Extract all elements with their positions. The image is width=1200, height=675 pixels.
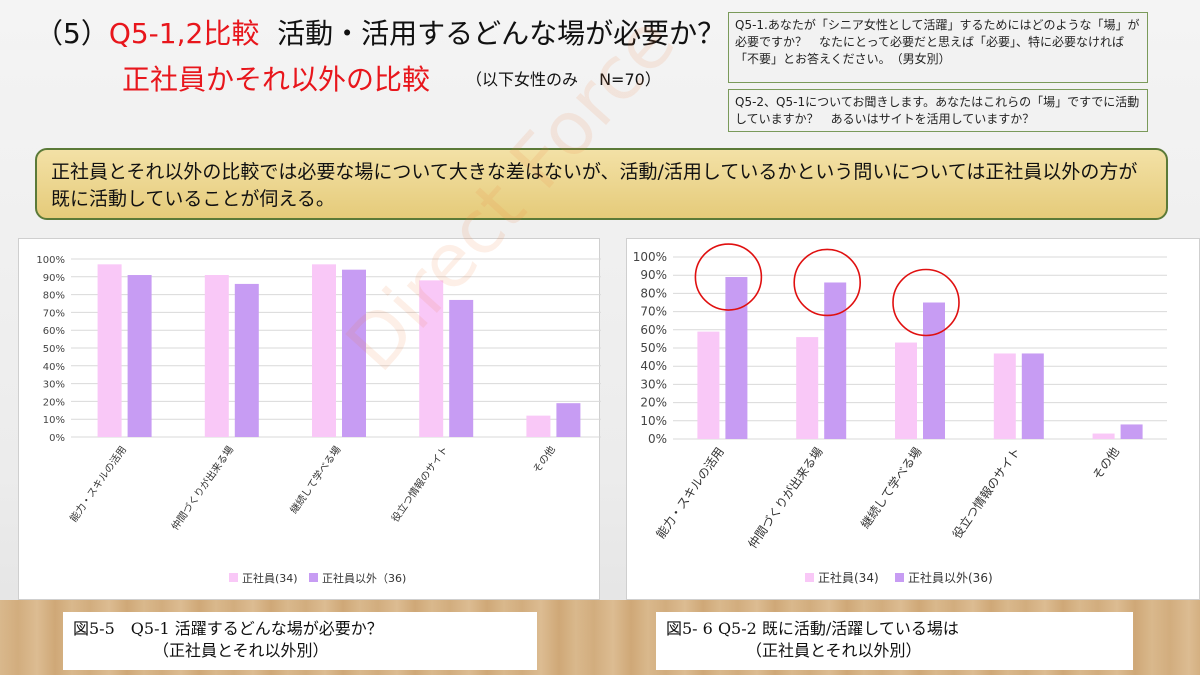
y-tick-label: 20% bbox=[640, 396, 667, 410]
question-box-q5-2: Q5-2、Q5-1についてお聞きします。あなたはこれらの「場」ですでに活動してい… bbox=[728, 89, 1148, 132]
caption-right: 図5- 6 Q5-2 既に活動/活躍している場は （正社員とそれ以外別） bbox=[656, 612, 1133, 670]
y-tick-label: 80% bbox=[640, 286, 667, 300]
bar bbox=[923, 302, 945, 439]
y-tick-label: 60% bbox=[43, 326, 65, 337]
y-tick-label: 70% bbox=[43, 308, 65, 319]
legend-swatch bbox=[309, 573, 318, 582]
bar bbox=[556, 403, 581, 437]
bar bbox=[796, 337, 819, 439]
x-tick-label: 能力・スキルの活用 bbox=[67, 443, 129, 524]
caption-left-line2: （正社員とそれ以外別） bbox=[153, 641, 329, 660]
y-tick-label: 30% bbox=[640, 377, 667, 391]
chart-panel-left: 0% 10% 20% 30% 40% 50% 60% 70% 80% 90% 100% 能力・スキルの… bbox=[18, 238, 601, 600]
legend-label: 正社員(34) bbox=[242, 571, 298, 585]
legend-swatch bbox=[229, 573, 238, 582]
chart-panel-right: 0% 10% 20% 30% 40% 50% 60% 70% 80% 90% 100% 能力・スキルの… bbox=[626, 238, 1200, 600]
bar bbox=[895, 342, 917, 439]
bar bbox=[204, 275, 229, 437]
highlight-circle bbox=[892, 268, 960, 337]
bar bbox=[419, 280, 444, 437]
bar bbox=[97, 264, 122, 437]
bar bbox=[449, 299, 474, 437]
bar bbox=[234, 283, 259, 437]
chart-left: 0% 10% 20% 30% 40% 50% 60% 70% 80% 90% 100% 能力・スキルの… bbox=[36, 255, 601, 585]
bar bbox=[824, 282, 847, 439]
y-tick-label: 70% bbox=[640, 305, 667, 319]
y-tick-label: 0% bbox=[49, 433, 65, 444]
legend-swatch bbox=[805, 573, 814, 582]
bar bbox=[127, 275, 152, 437]
bar bbox=[697, 331, 720, 439]
summary-box: 正社員とそれ以外の比較では必要な場について大きな差はないが、活動/活用しているか… bbox=[35, 148, 1168, 220]
caption-right-line2: （正社員とそれ以外別） bbox=[746, 641, 922, 660]
x-tick-label: その他 bbox=[1090, 445, 1122, 483]
legend-swatch bbox=[895, 573, 904, 582]
x-tick-label: 継続して学べる場 bbox=[287, 443, 343, 516]
bar bbox=[993, 353, 1016, 439]
x-tick-label: 継続して学べる場 bbox=[857, 444, 924, 531]
legend-label: 正社員以外（36) bbox=[322, 571, 406, 585]
y-tick-label: 40% bbox=[43, 362, 65, 373]
y-tick-label: 60% bbox=[640, 323, 667, 337]
legend-label: 正社員以外(36) bbox=[908, 570, 993, 585]
caption-left-line1: 図5-5 Q5-1 活躍するどんな場が必要か？ bbox=[73, 619, 383, 638]
bar bbox=[1120, 424, 1143, 439]
y-tick-label: 40% bbox=[640, 359, 667, 373]
x-tick-label: 役立つ情報のサイト bbox=[388, 443, 450, 524]
y-tick-label: 20% bbox=[43, 397, 65, 408]
y-tick-label: 10% bbox=[640, 414, 667, 428]
y-tick-label: 80% bbox=[43, 291, 65, 302]
highlight-circle bbox=[694, 243, 763, 311]
title-subject: 活動・活用するどんな場が必要か？ bbox=[277, 17, 726, 50]
y-tick-label: 30% bbox=[43, 380, 65, 391]
y-tick-label: 50% bbox=[640, 341, 667, 355]
sample-note: （以下女性のみ N=70） bbox=[466, 70, 661, 89]
x-tick-label: 仲間づくりが出来る場 bbox=[745, 444, 826, 551]
y-tick-label: 90% bbox=[43, 273, 65, 284]
x-tick-label: 仲間づくりが出来る場 bbox=[168, 443, 236, 532]
bar bbox=[1092, 433, 1115, 439]
title-prefix: （5） bbox=[35, 17, 109, 50]
page-title: （5）Q5-1,2比較 活動・活用するどんな場が必要か？ bbox=[35, 12, 725, 52]
title-code: Q5-1,2比較 bbox=[108, 17, 260, 50]
x-tick-label: 能力・スキルの活用 bbox=[653, 445, 726, 542]
highlight-circle bbox=[793, 248, 861, 317]
bar bbox=[526, 415, 551, 437]
bar bbox=[342, 269, 366, 437]
y-tick-label: 100% bbox=[633, 250, 667, 264]
bar bbox=[725, 277, 748, 439]
y-tick-label: 90% bbox=[640, 268, 667, 282]
chart-right: 0% 10% 20% 30% 40% 50% 60% 70% 80% 90% 100% 能力・スキルの… bbox=[633, 243, 1167, 585]
x-tick-label: 役立つ情報のサイト bbox=[949, 444, 1023, 541]
y-tick-label: 0% bbox=[648, 432, 667, 446]
y-tick-label: 50% bbox=[43, 344, 65, 355]
question-box-q5-1: Q5-1.あなたが「シニア女性として活躍」するためにはどのような「場」が必要です… bbox=[728, 12, 1148, 83]
x-tick-label: その他 bbox=[530, 443, 558, 475]
bar bbox=[1021, 353, 1044, 439]
caption-left: 図5-5 Q5-1 活躍するどんな場が必要か？ （正社員とそれ以外別） bbox=[63, 612, 537, 670]
bar bbox=[312, 264, 336, 437]
caption-right-line1: 図5- 6 Q5-2 既に活動/活躍している場は bbox=[666, 619, 959, 638]
page-subtitle: 正社員かそれ以外の比較 bbox=[122, 63, 431, 96]
legend-label: 正社員(34) bbox=[818, 570, 879, 585]
y-tick-label: 100% bbox=[36, 255, 65, 266]
y-tick-label: 10% bbox=[43, 415, 65, 426]
